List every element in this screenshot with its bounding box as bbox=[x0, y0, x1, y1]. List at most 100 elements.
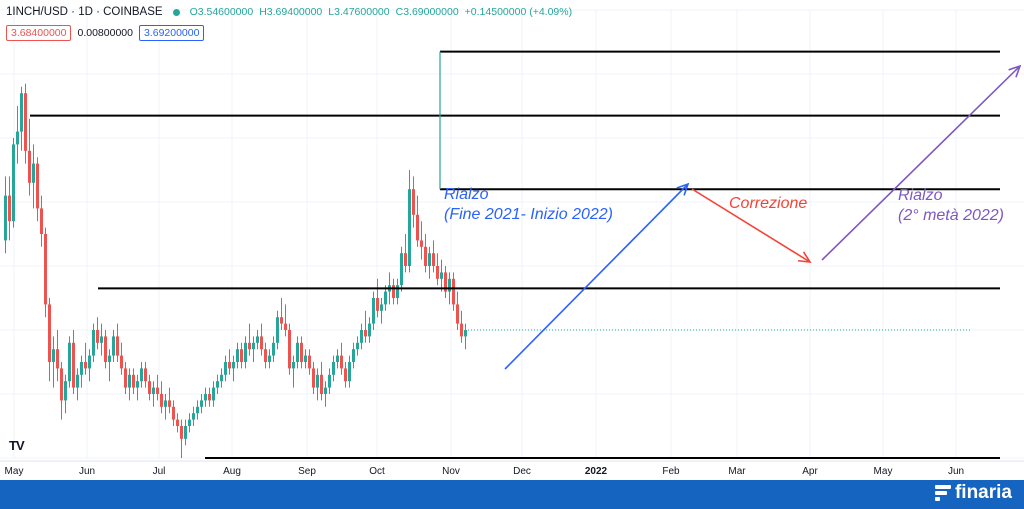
candle-body bbox=[220, 374, 223, 382]
candle-body bbox=[312, 368, 315, 388]
candle-body bbox=[252, 342, 255, 350]
ohlc-high: H3.69400000 bbox=[259, 6, 323, 18]
ask-price-button[interactable]: 3.69200000 bbox=[138, 25, 205, 41]
candle-body bbox=[176, 419, 179, 426]
candle-body bbox=[116, 336, 119, 356]
candle-body bbox=[296, 342, 299, 362]
tradingview-logo-icon[interactable]: TV bbox=[9, 438, 25, 453]
candle-body bbox=[364, 330, 367, 337]
candle-body bbox=[72, 342, 75, 388]
candle-body bbox=[84, 362, 87, 369]
candle-body bbox=[44, 234, 47, 305]
candle-body bbox=[352, 349, 355, 362]
price-chart[interactable]: May Jun Jul Aug Sep Oct Nov Dec 2022 Feb Mar Apr May… bbox=[0, 0, 1024, 480]
candle-body bbox=[448, 278, 451, 292]
candle-body bbox=[348, 362, 351, 382]
candle-body bbox=[60, 368, 63, 401]
candle-body bbox=[268, 355, 271, 362]
x-tick-label: Oct bbox=[369, 466, 385, 477]
candle-body bbox=[64, 381, 67, 401]
candle-body bbox=[108, 355, 111, 362]
price-boxes: 3.68400000 0.00800000 3.69200000 bbox=[6, 25, 205, 41]
candle-body bbox=[68, 342, 71, 382]
trend-arrow-1 bbox=[691, 188, 811, 263]
candle-body bbox=[456, 304, 459, 324]
candle-body bbox=[128, 374, 131, 388]
candle-body bbox=[212, 387, 215, 401]
candle-body bbox=[48, 304, 51, 362]
brand-name: finaria bbox=[954, 482, 1012, 503]
candle-body bbox=[124, 368, 127, 388]
annotation-text-0: Rialzo bbox=[444, 186, 489, 203]
candle-body bbox=[320, 374, 323, 394]
x-tick-label: May bbox=[5, 466, 24, 477]
candle-body bbox=[432, 253, 435, 266]
candle-body bbox=[424, 246, 427, 266]
ohlc-open: O3.54600000 bbox=[189, 6, 254, 18]
candle-body bbox=[204, 394, 207, 401]
candle-body bbox=[104, 336, 107, 362]
candle-body bbox=[40, 208, 43, 234]
candle-body bbox=[120, 355, 123, 369]
x-tick-label: Aug bbox=[223, 466, 241, 477]
candle-body bbox=[444, 272, 447, 292]
candle-body bbox=[4, 195, 7, 241]
chart-area[interactable]: May Jun Jul Aug Sep Oct Nov Dec 2022 Feb Mar Apr May… bbox=[0, 0, 1024, 480]
candle-body bbox=[196, 406, 199, 414]
market-status-dot-icon bbox=[172, 8, 180, 16]
candle-body bbox=[24, 93, 27, 151]
candle-body bbox=[88, 355, 91, 369]
candle-body bbox=[180, 426, 183, 439]
candle-body bbox=[172, 406, 175, 420]
candle-body bbox=[260, 336, 263, 350]
candle-body bbox=[412, 189, 415, 215]
candle-body bbox=[168, 400, 171, 407]
footer-bar: finaria bbox=[0, 480, 1024, 509]
candle-body bbox=[256, 336, 259, 343]
candle-body bbox=[264, 349, 267, 362]
candle-body bbox=[396, 285, 399, 298]
x-tick-label: Apr bbox=[802, 466, 818, 477]
candle-body bbox=[372, 298, 375, 324]
candle-body bbox=[428, 253, 431, 266]
candle-body bbox=[440, 272, 443, 279]
candle-body bbox=[152, 387, 155, 394]
annotation-text-2: (2° metà 2022) bbox=[898, 207, 1004, 224]
symbol-label: 1INCH/USD · 1D · COINBASE bbox=[6, 6, 163, 18]
candle-body bbox=[332, 362, 335, 375]
candle-body bbox=[192, 413, 195, 420]
ohlc-close: C3.69000000 bbox=[395, 6, 459, 18]
candle-body bbox=[304, 355, 307, 362]
ohlc-change: +0.14500000 (+4.09%) bbox=[464, 6, 573, 18]
candle-body bbox=[360, 330, 363, 343]
candle-body bbox=[300, 342, 303, 362]
symbol-header: 1INCH/USD · 1D · COINBASE O3.54600000 H3… bbox=[6, 4, 572, 20]
candle-body bbox=[288, 330, 291, 369]
candle-body bbox=[8, 195, 11, 222]
candle-body bbox=[416, 214, 419, 241]
candle-body bbox=[156, 387, 159, 394]
candle-body bbox=[336, 355, 339, 362]
candle-body bbox=[200, 400, 203, 407]
candle-body bbox=[224, 362, 227, 375]
candle-body bbox=[160, 394, 163, 407]
candle-body bbox=[248, 342, 251, 350]
candle-body bbox=[308, 355, 311, 369]
candle-body bbox=[368, 323, 371, 337]
candle-body bbox=[112, 336, 115, 356]
candle-body bbox=[232, 362, 235, 369]
candle-body bbox=[316, 374, 319, 388]
bid-price-button[interactable]: 3.68400000 bbox=[6, 25, 72, 41]
x-tick-label: Feb bbox=[662, 466, 680, 477]
candle-body bbox=[404, 253, 407, 266]
candle-body bbox=[148, 381, 151, 394]
candle-body bbox=[132, 374, 135, 388]
x-tick-label: Mar bbox=[728, 466, 746, 477]
candle-body bbox=[460, 323, 463, 337]
candle-body bbox=[56, 349, 59, 369]
candle-body bbox=[344, 368, 347, 382]
x-tick-label: Nov bbox=[442, 466, 460, 477]
candle-body bbox=[164, 400, 167, 407]
candle-body bbox=[452, 278, 455, 305]
finaria-logo: finaria bbox=[934, 482, 1012, 504]
